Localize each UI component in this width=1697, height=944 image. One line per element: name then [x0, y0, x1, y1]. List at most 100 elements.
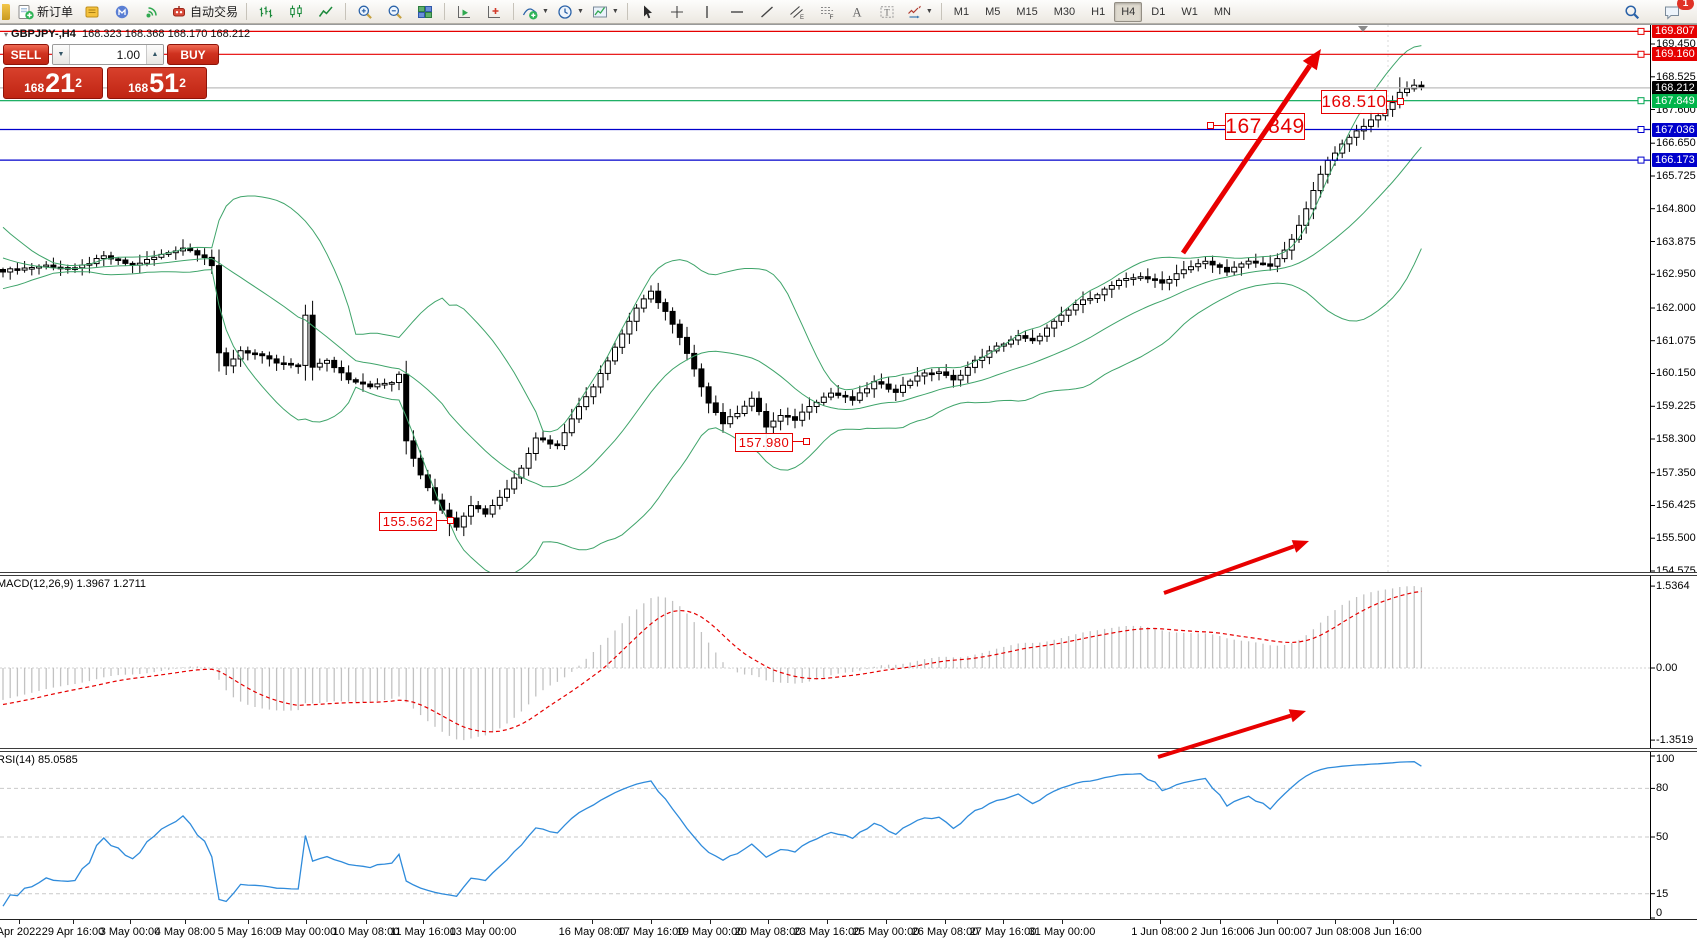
auto-scroll-button[interactable]	[449, 0, 479, 23]
macd-tick-label[interactable]: 1.5364	[1656, 580, 1690, 593]
buy-price-display[interactable]: 168 51 2	[107, 67, 207, 99]
date-label[interactable]: 8 Jun 16:00	[1364, 926, 1422, 938]
rsi-canvas[interactable]	[0, 752, 1697, 919]
price-tick-label[interactable]: 157.350	[1656, 466, 1696, 479]
price-tick-label[interactable]: 163.875	[1656, 235, 1696, 248]
annotation-handle[interactable]	[803, 438, 810, 445]
rsi-tick-label[interactable]: 80	[1656, 782, 1669, 795]
price-tick-label[interactable]: 159.225	[1656, 400, 1696, 413]
macd-pane[interactable]: MACD(12,26,9) 1.3967 1.2711 1.5364 0.00 -1…	[0, 576, 1697, 748]
fibonacci-tool-button[interactable]: F	[812, 0, 842, 23]
date-label[interactable]: 10 May 08:00	[332, 926, 400, 938]
crosshair-tool-button[interactable]	[662, 0, 692, 23]
timeframe-m1[interactable]: M1	[953, 5, 970, 18]
sell-button[interactable]: SELL	[3, 44, 49, 65]
price-tick-label[interactable]: 164.800	[1656, 202, 1696, 215]
tile-windows-button[interactable]	[410, 0, 440, 23]
templates-button[interactable]: ▼	[588, 0, 623, 23]
date-label[interactable]: Apr 2022	[0, 926, 42, 938]
timeframe-m15[interactable]: M15	[1016, 5, 1038, 18]
price-tick-label[interactable]: 155.500	[1656, 532, 1696, 545]
search-button[interactable]	[1617, 0, 1647, 23]
chart-window[interactable]: ▾ GBPJPY-,H4 168.323 168.368 168.170 168.…	[0, 24, 1697, 944]
date-label[interactable]: 11 May 16:00	[390, 926, 456, 938]
horizontal-line-tool-button[interactable]	[722, 0, 752, 23]
price-tick-label[interactable]: 169.450	[1656, 38, 1696, 50]
periods-button[interactable]: ▼	[553, 0, 588, 23]
date-label[interactable]: 25 May 00:00	[852, 926, 920, 938]
annotation-handle[interactable]	[1207, 122, 1214, 129]
date-label[interactable]: 1 Jun 08:00	[1131, 926, 1189, 938]
rsi-tick-label[interactable]: 100	[1656, 753, 1675, 765]
pane-separator-macd-rsi[interactable]	[0, 748, 1697, 752]
annotation-handle[interactable]	[447, 517, 454, 524]
arrows-tool-button[interactable]: ▼	[902, 0, 937, 23]
line-handle[interactable]	[1637, 27, 1645, 35]
equidistant-channel-tool-button[interactable]: E	[782, 0, 812, 23]
volume-increase-button[interactable]: ▲	[146, 45, 163, 64]
timeframe-h4[interactable]: H4	[1114, 1, 1143, 22]
price-annotation[interactable]: 157.980	[735, 433, 793, 452]
main-price-pane[interactable]: ▾ GBPJPY-,H4 168.323 168.368 168.170 168.…	[0, 24, 1697, 573]
vertical-line-tool-button[interactable]	[692, 0, 722, 23]
price-annotation[interactable]: 167.849	[1225, 113, 1305, 140]
timeframe-mn[interactable]: MN	[1213, 5, 1231, 18]
price-tick-label[interactable]: 161.075	[1656, 334, 1696, 347]
history-center-button[interactable]	[77, 0, 107, 23]
date-axis[interactable]: Apr 2022 29 Apr 16:00 3 May 00:00 4 May 08:…	[0, 919, 1697, 944]
price-tick-label[interactable]: 156.425	[1656, 499, 1696, 512]
date-label[interactable]: 5 May 16:00	[217, 926, 279, 938]
zoom-out-button[interactable]	[380, 0, 410, 23]
date-label[interactable]: 31 May 00:00	[1028, 926, 1096, 938]
line-handle[interactable]	[1637, 156, 1645, 164]
cursor-tool-button[interactable]	[632, 0, 662, 23]
price-tick-label[interactable]: 162.950	[1656, 268, 1696, 281]
sell-price-display[interactable]: 168 21 2	[3, 67, 103, 99]
timeframe-d1[interactable]: D1	[1151, 5, 1166, 18]
rsi-tick-label[interactable]: 50	[1656, 831, 1669, 843]
price-annotation[interactable]: 155.562	[379, 512, 437, 531]
price-tick-label[interactable]: 160.150	[1656, 367, 1696, 380]
date-label[interactable]: 2 Jun 16:00	[1191, 926, 1249, 938]
macd-canvas[interactable]	[0, 576, 1697, 748]
timeframe-m5[interactable]: M5	[985, 5, 1001, 18]
price-tick-label[interactable]: 154.575	[1656, 565, 1696, 573]
volume-decrease-button[interactable]: ▼	[53, 45, 70, 64]
date-label[interactable]: 23 May 16:00	[793, 926, 861, 938]
date-label[interactable]: 4 May 08:00	[154, 926, 216, 938]
pane-separator-main-macd[interactable]	[0, 572, 1697, 576]
bar-chart-button[interactable]	[251, 0, 281, 23]
price-tick-label[interactable]: 162.000	[1656, 301, 1696, 314]
line-handle[interactable]	[1637, 126, 1645, 133]
candlestick-chart-button[interactable]	[281, 0, 311, 23]
price-tick-label[interactable]: 166.650	[1656, 137, 1696, 150]
mql-community-button[interactable]	[107, 0, 137, 23]
date-label[interactable]: 27 May 16:00	[969, 926, 1037, 938]
timeframe-w1[interactable]: W1	[1181, 5, 1198, 18]
macd-tick-label[interactable]: 0.00	[1656, 662, 1678, 674]
indicators-button[interactable]: ▼	[518, 0, 553, 23]
trendline-tool-button[interactable]	[752, 0, 782, 23]
date-label[interactable]: 20 May 08:00	[734, 926, 802, 938]
price-tick-label[interactable]: 168.525	[1656, 70, 1696, 83]
volume-input[interactable]: 1.00	[116, 47, 140, 62]
rsi-tick-label[interactable]: 15	[1656, 887, 1669, 900]
date-label[interactable]: 19 May 00:00	[676, 926, 744, 938]
line-chart-button[interactable]	[311, 0, 341, 23]
line-handle[interactable]	[1637, 97, 1645, 105]
buy-button[interactable]: BUY	[167, 44, 219, 65]
date-label[interactable]: 6 Jun 00:00	[1248, 926, 1306, 938]
date-label[interactable]: 29 Apr 16:00	[41, 926, 105, 938]
date-label[interactable]: 26 May 08:00	[911, 926, 979, 938]
date-label[interactable]: 16 May 08:00	[558, 926, 626, 938]
price-tick-label[interactable]: 165.725	[1656, 169, 1696, 182]
date-label[interactable]: 13 May 00:00	[449, 926, 517, 938]
macd-tick-label[interactable]: -1.3519	[1656, 734, 1694, 747]
auto-trading-button[interactable]: 自动交易	[167, 0, 242, 23]
date-label[interactable]: 3 May 00:00	[99, 926, 161, 938]
timeframe-h1[interactable]: H1	[1091, 5, 1106, 18]
annotation-handle[interactable]	[1397, 97, 1404, 105]
chart-shift-marker-icon[interactable]	[1358, 26, 1368, 32]
zoom-in-button[interactable]	[350, 0, 380, 23]
rsi-tick-label[interactable]: 0	[1656, 907, 1663, 919]
